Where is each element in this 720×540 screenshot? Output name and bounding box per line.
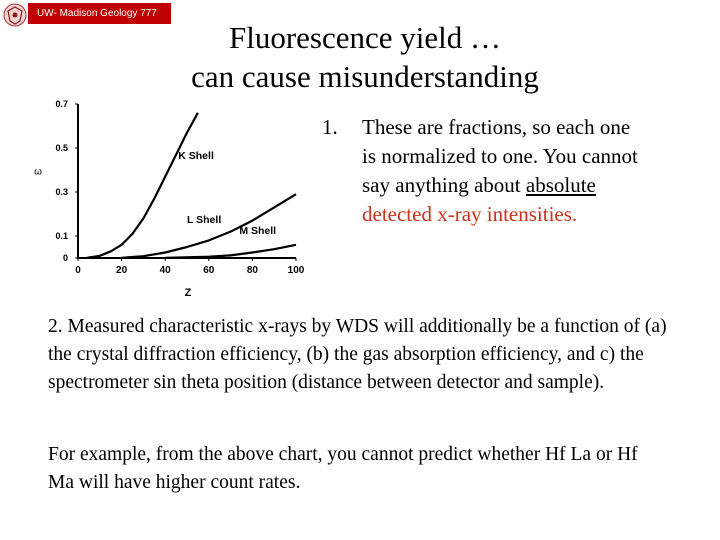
- paragraph-2: 2. Measured characteristic x-rays by WDS…: [48, 316, 667, 393]
- series-label-3: M Shell: [239, 225, 276, 237]
- point-1-highlight: detected x-ray intensities.: [362, 202, 578, 226]
- point-1-number: 1.: [322, 115, 338, 139]
- x-tick-label: 40: [160, 265, 172, 276]
- series-line-3: [165, 243, 297, 259]
- series-line-2: [121, 193, 297, 259]
- x-tick-label: 0: [75, 265, 81, 276]
- x-tick-label: 100: [288, 265, 305, 276]
- x-tick-label: 20: [116, 265, 128, 276]
- y-tick-label: 0.7: [55, 99, 68, 109]
- course-banner: UW- Madison Geology 777: [28, 3, 171, 24]
- y-tick-label: 0.1: [55, 231, 68, 241]
- series-line-1: [86, 112, 199, 259]
- series-label-1: K Shell: [178, 150, 214, 162]
- paragraph-3: For example, from the above chart, you c…: [48, 444, 638, 493]
- point-1-absolute-word: absolute: [525, 173, 596, 197]
- x-axis-label: Z: [185, 287, 192, 299]
- fluorescence-yield-chart: 0 20 40 60 80 100 0 0.1 0.3 0.5 0.7 Zω K Shell L Shel…: [34, 99, 305, 299]
- x-tick-label: 60: [203, 265, 215, 276]
- y-axis-label: ω: [34, 166, 42, 177]
- title-line-2: can cause misunderstanding: [191, 59, 539, 94]
- university-crest-icon: [3, 3, 27, 27]
- point-1-intro: These are fractions, so each one is norm…: [362, 115, 638, 197]
- point-1-text: These are fractions, so each one is norm…: [362, 113, 642, 229]
- y-tick-label: 0.3: [55, 187, 68, 197]
- slide-title: Fluorescence yield … can cause misunders…: [130, 18, 600, 96]
- y-tick-label: 0.5: [55, 143, 68, 153]
- series-label-2: L Shell: [187, 214, 221, 226]
- title-line-1: Fluorescence yield …: [228, 20, 502, 55]
- y-tick-label: 0: [63, 253, 68, 263]
- point-1: 1. These are fractions, so each one is n…: [322, 113, 642, 229]
- x-tick-label: 80: [247, 265, 259, 276]
